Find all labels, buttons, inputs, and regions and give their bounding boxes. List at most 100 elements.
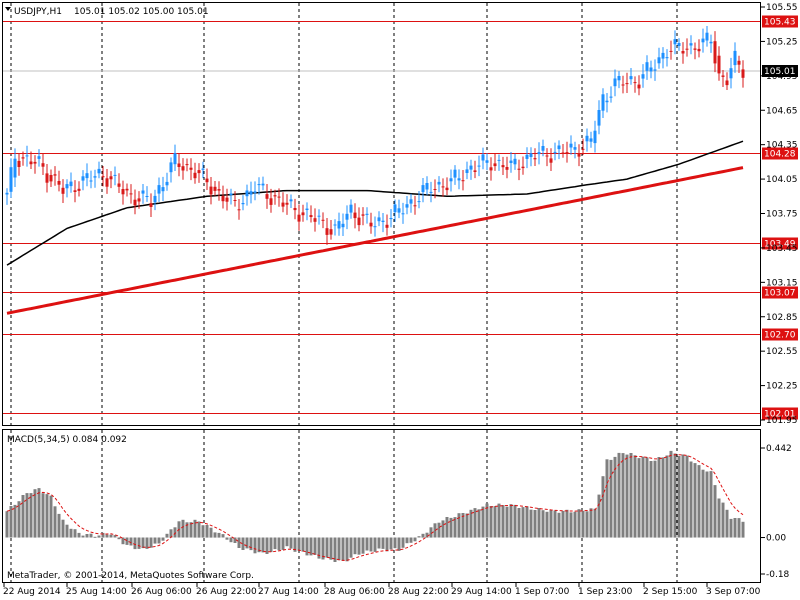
macd-bar — [385, 537, 389, 552]
macd-bar — [345, 537, 349, 562]
macd-bar — [561, 510, 565, 538]
macd-bar — [181, 519, 185, 538]
candle-body — [669, 50, 673, 52]
main-pane-frame — [2, 2, 761, 426]
candle-body — [541, 146, 545, 151]
macd-bar — [429, 527, 433, 538]
macd-bar — [157, 537, 161, 544]
candle-body — [553, 151, 557, 153]
macd-header: MACD(5,34,5) 0.084 0.092 — [7, 435, 127, 445]
macd-bar — [333, 537, 337, 562]
candle-body — [121, 189, 125, 195]
candle-body — [481, 154, 485, 161]
candle-body — [177, 163, 181, 167]
level-label: 102.70 — [764, 331, 796, 341]
macd-bar — [665, 455, 669, 538]
candle-body — [501, 165, 505, 168]
macd-bar — [161, 537, 165, 541]
macd-bar — [321, 537, 325, 560]
candle-body — [373, 226, 377, 228]
candle-body — [117, 183, 121, 187]
candle-body — [577, 153, 581, 157]
candle-body — [337, 221, 341, 229]
candle-body — [589, 138, 593, 142]
macd-bar — [17, 501, 21, 538]
candle-body — [637, 84, 641, 89]
macd-bar — [617, 452, 621, 538]
macd-bar — [737, 518, 741, 538]
macd-bar — [365, 537, 369, 551]
macd-bar — [409, 537, 413, 543]
candle-body — [309, 215, 313, 217]
macd-bar — [369, 537, 373, 552]
macd-bar — [393, 537, 397, 549]
macd-bar — [377, 537, 381, 549]
candle-body — [253, 191, 257, 193]
candle-body — [597, 110, 601, 126]
macd-bar — [129, 537, 133, 546]
macd-bar — [729, 518, 733, 538]
macd-axis-label: 0.442 — [766, 444, 792, 454]
candle-body — [729, 68, 733, 79]
macd-bar — [61, 519, 65, 538]
macd-bar — [521, 507, 525, 538]
candle-body — [405, 204, 409, 208]
candle-body — [741, 69, 745, 78]
macd-bar — [13, 504, 17, 538]
macd-bar — [705, 471, 709, 538]
macd-bar — [381, 537, 385, 549]
macd-bar — [57, 513, 61, 538]
macd-bar — [349, 537, 353, 558]
macd-bar — [613, 456, 617, 538]
macd-bar — [653, 460, 657, 538]
candle-body — [153, 195, 157, 203]
candle-body — [525, 154, 529, 159]
candle-body — [213, 186, 217, 191]
macd-bar — [549, 509, 553, 538]
macd-bar — [693, 463, 697, 538]
price-label: 105.25 — [766, 37, 798, 47]
macd-bar — [733, 518, 737, 538]
candle-body — [353, 212, 357, 219]
time-label: 28 Aug 06:00 — [324, 587, 385, 597]
macd-bar — [101, 532, 105, 538]
candle-body — [713, 41, 717, 64]
macd-bar — [557, 512, 561, 538]
level-tag — [762, 147, 798, 160]
candle-body — [409, 199, 413, 204]
macd-bar — [341, 537, 345, 561]
macd-bar — [353, 537, 357, 555]
macd-bar — [389, 537, 393, 550]
macd-bar — [245, 537, 249, 549]
macd-bar — [661, 457, 665, 538]
macd-bar — [237, 537, 241, 548]
candle-body — [249, 191, 253, 195]
moving-averages — [6, 140, 744, 315]
candle-body — [181, 166, 185, 171]
macd-bar — [117, 537, 121, 540]
macd-bar — [513, 504, 517, 538]
candle-body — [649, 67, 653, 72]
macd-bar — [85, 534, 89, 538]
time-label: 29 Aug 14:00 — [451, 587, 512, 597]
macd-bar — [309, 537, 313, 556]
candle-body — [297, 214, 301, 222]
candle-body — [465, 169, 469, 173]
macd-bar — [373, 537, 377, 552]
candle-body — [105, 178, 109, 187]
macd-bar — [421, 533, 425, 538]
macd-bar — [533, 510, 537, 538]
candle-body — [329, 229, 333, 235]
candle-body — [673, 39, 677, 45]
candle-body — [725, 80, 729, 86]
candle-body — [457, 178, 461, 181]
candle-body — [629, 76, 633, 80]
candle-body — [705, 32, 709, 41]
candle-body — [241, 203, 245, 205]
candle-body — [665, 57, 669, 59]
candle-body — [13, 158, 17, 178]
time-label: 1 Sep 07:00 — [515, 587, 570, 597]
macd-bar — [357, 537, 361, 555]
candle-body — [417, 201, 421, 203]
